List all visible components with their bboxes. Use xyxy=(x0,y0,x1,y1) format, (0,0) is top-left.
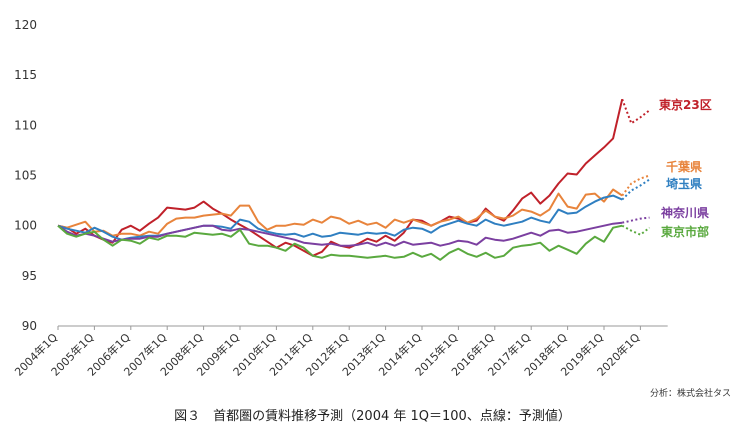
series-forecast-line-1 xyxy=(621,174,650,197)
y-tick-label: 120 xyxy=(14,18,37,32)
series-forecast-line-4 xyxy=(621,224,651,236)
figure-caption: 図３ 首都圏の賃料推移予測（2004 年 1Q＝100、点線：予測値） xyxy=(174,409,571,424)
series-lines xyxy=(57,98,651,261)
y-tick-label: 110 xyxy=(14,118,37,132)
y-tick-label: 100 xyxy=(14,219,37,233)
source-note: 分析：株式会社タス xyxy=(649,389,731,399)
series-label: 埼玉県 xyxy=(666,176,702,191)
series-forecast-line-3 xyxy=(621,216,650,224)
series-line-1 xyxy=(57,188,623,237)
y-tick-label: 105 xyxy=(14,169,37,183)
series-forecast-line-0 xyxy=(621,98,651,125)
series-label: 東京23区 xyxy=(659,97,712,112)
series-label: 神奈川県 xyxy=(661,205,709,220)
y-tick-label: 95 xyxy=(22,269,37,283)
series-forecast-line-2 xyxy=(621,178,651,201)
series-label: 東京市部 xyxy=(661,224,709,239)
x-axis: 2004年1Q2005年1Q2006年1Q2007年1Q2008年1Q2009年… xyxy=(12,325,668,379)
line-chart: 90 95 100 105 110 115 120 2004年1Q2005年1Q2006年1… xyxy=(12,18,712,379)
y-tick-label: 115 xyxy=(14,68,37,82)
y-axis: 90 95 100 105 110 115 120 xyxy=(14,18,37,333)
series-line-4 xyxy=(57,224,623,261)
series-label: 千葉県 xyxy=(666,159,702,174)
y-tick-label: 90 xyxy=(22,319,37,333)
series-line-3 xyxy=(57,221,623,247)
